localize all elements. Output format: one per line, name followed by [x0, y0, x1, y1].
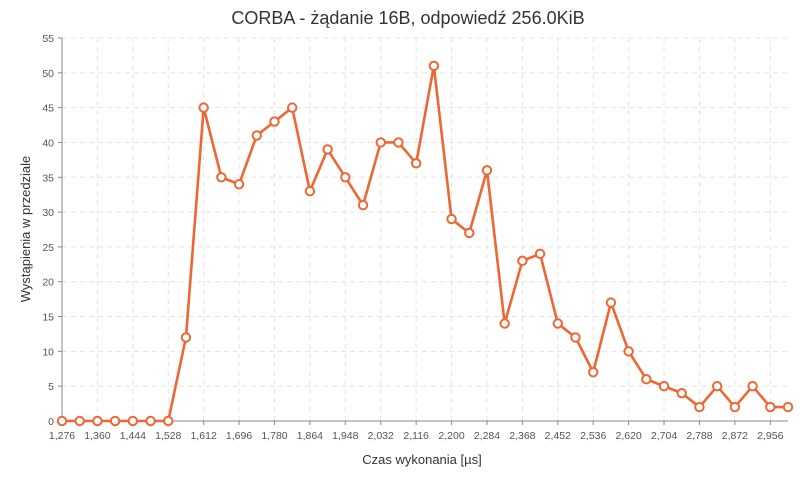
data-point — [251, 130, 262, 141]
x-tick-label: 2,452 — [545, 430, 571, 442]
x-tick-label: 2,368 — [509, 430, 535, 442]
data-point — [127, 415, 139, 427]
data-point — [658, 380, 670, 392]
data-point — [694, 401, 705, 413]
series-line — [62, 64, 788, 423]
data-point — [464, 227, 475, 239]
y-tick-label: 5 — [48, 381, 54, 393]
series — [56, 60, 794, 427]
data-point — [180, 332, 192, 343]
y-tick-label: 55 — [42, 33, 54, 45]
x-tick-label: 2,704 — [651, 430, 677, 442]
y-tick-label: 15 — [42, 312, 54, 324]
data-point — [393, 137, 404, 148]
data-point — [517, 255, 528, 267]
data-point — [216, 172, 227, 183]
y-tick-label: 50 — [42, 68, 54, 80]
data-point — [286, 102, 298, 113]
y-tick-label: 35 — [42, 172, 54, 184]
axes — [58, 37, 788, 425]
data-point — [357, 199, 369, 211]
x-axis-label: Czas wykonania [µs] — [362, 452, 481, 467]
y-tick-label: 0 — [48, 416, 54, 428]
data-point — [428, 60, 440, 72]
data-point — [729, 401, 741, 413]
data-point — [340, 172, 351, 183]
data-point — [74, 415, 85, 427]
data-point — [198, 102, 209, 113]
x-tick-label: 1,864 — [297, 430, 323, 442]
data-point — [676, 387, 687, 399]
data-point — [552, 318, 564, 329]
data-point — [109, 415, 121, 427]
x-tick-label: 2,200 — [438, 430, 464, 442]
y-tick-label: 30 — [42, 207, 54, 219]
x-tick-label: 2,536 — [580, 430, 606, 442]
data-point — [605, 297, 617, 308]
data-point — [641, 374, 652, 385]
x-tick-label: 1,948 — [332, 430, 358, 442]
x-tick-label: 1,612 — [191, 430, 217, 442]
x-tick-label: 1,780 — [261, 430, 287, 442]
y-axis-label: Wystąpienia w przedziale — [18, 156, 33, 303]
data-point — [410, 158, 422, 169]
y-tick-label: 20 — [42, 277, 54, 289]
x-tick-label: 2,620 — [615, 430, 641, 442]
chart-title: CORBA - żądanie 16B, odpowiedź 256.0KiB — [231, 8, 584, 28]
x-tick-label: 1,276 — [49, 430, 75, 442]
data-point — [92, 415, 103, 427]
x-tick-label: 2,116 — [403, 430, 429, 442]
data-point — [375, 137, 386, 148]
data-point — [747, 380, 758, 392]
data-point — [446, 213, 457, 225]
data-point — [588, 367, 599, 378]
data-point — [623, 346, 634, 357]
grid — [62, 37, 788, 421]
data-point — [534, 248, 546, 260]
y-tick-label: 40 — [42, 137, 54, 149]
x-tick-label: 2,284 — [474, 430, 500, 442]
data-point — [711, 380, 723, 392]
y-tick-label: 25 — [42, 242, 54, 254]
x-tick-label: 2,872 — [722, 430, 748, 442]
data-point — [765, 401, 776, 413]
x-tick-label: 1,696 — [226, 430, 252, 442]
y-tick-label: 10 — [42, 346, 54, 358]
data-point — [233, 179, 245, 190]
data-point — [499, 318, 510, 329]
x-tick-label: 1,528 — [155, 430, 181, 442]
x-tick-label: 1,360 — [84, 430, 110, 442]
data-point — [269, 116, 280, 127]
data-point — [481, 165, 493, 176]
y-tick-label: 45 — [42, 103, 54, 115]
data-point — [322, 144, 333, 155]
data-point — [782, 401, 794, 413]
data-point — [304, 186, 316, 197]
x-tick-label: 2,788 — [686, 430, 712, 442]
x-tick-label: 2,956 — [757, 430, 783, 442]
data-point — [56, 415, 68, 427]
data-point — [163, 415, 174, 427]
x-tick-label: 2,032 — [368, 430, 394, 442]
data-point — [145, 415, 156, 427]
x-tick-label: 1,444 — [120, 430, 146, 442]
tick-labels: 0 5 10 15 20 25 30 35 40 45 50 55 1,276 1,360 1,444 1,5… — [42, 33, 783, 442]
data-point — [570, 332, 581, 343]
